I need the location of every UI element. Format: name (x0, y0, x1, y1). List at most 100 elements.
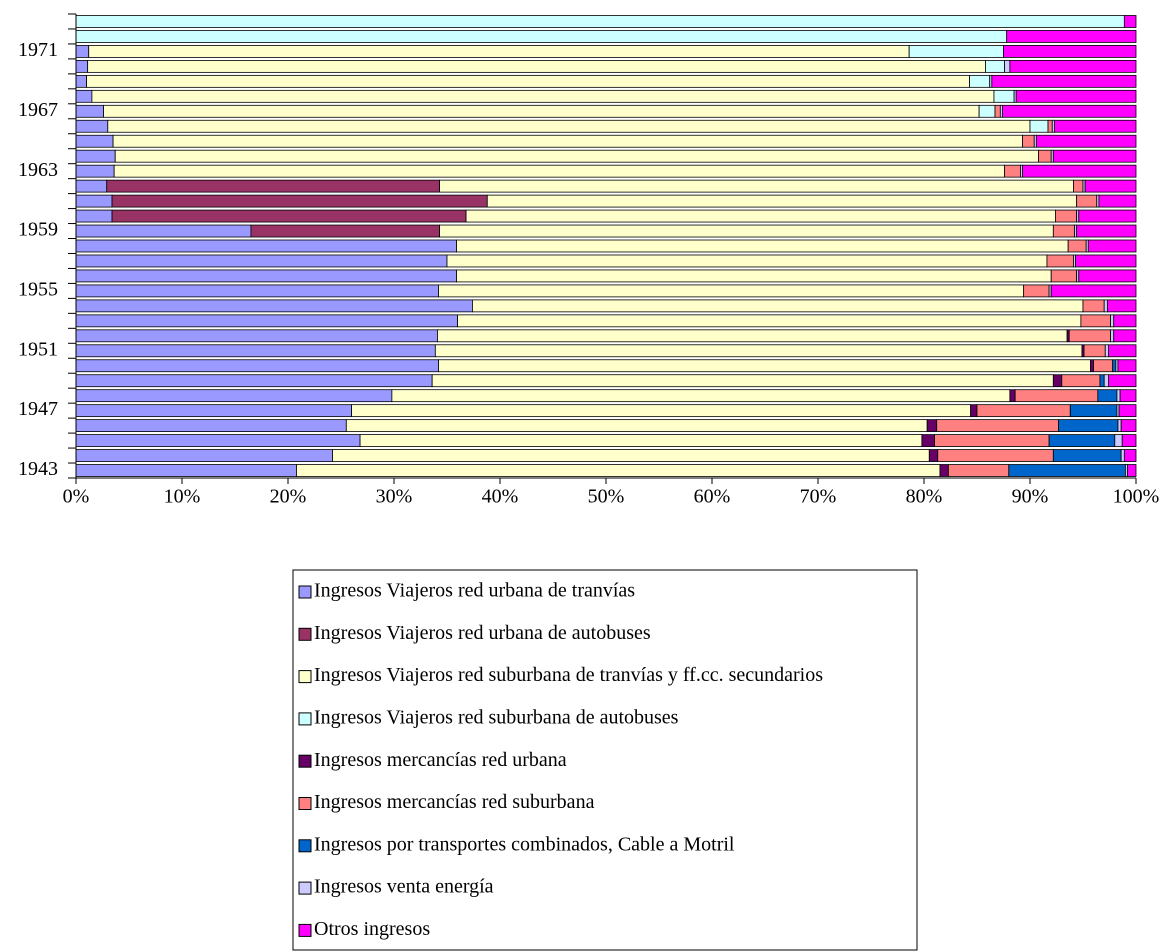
bar-segment (1004, 164, 1021, 178)
bar-segment (75, 15, 1125, 28)
bar-segment (1087, 239, 1137, 253)
bar-segment (1113, 329, 1137, 343)
bar-segment (1112, 359, 1117, 373)
x-tick-label: 80% (906, 486, 943, 508)
bar-segment (1117, 419, 1122, 432)
bar-segment (1009, 389, 1016, 403)
bar-segment (75, 314, 459, 328)
bar-segment (472, 299, 1084, 313)
legend-swatch (298, 797, 312, 810)
legend-swatch (298, 839, 312, 853)
legend-label: Ingresos mercancías red urbana (314, 749, 567, 771)
bar-segment (75, 45, 90, 58)
bar-segment (1006, 30, 1137, 43)
bar-segment (1084, 179, 1137, 193)
bar-segment (75, 74, 87, 88)
bar-segment (75, 299, 473, 313)
legend-label: Ingresos Viajeros red urbana de autobuse… (314, 622, 651, 644)
bar-segment (1118, 404, 1137, 418)
bar-segment (1052, 449, 1122, 462)
x-tick-label: 70% (800, 486, 837, 508)
bar-segment (86, 74, 970, 88)
bar-segment (1015, 89, 1137, 103)
x-tick-label: 0% (63, 486, 90, 508)
bar-segment (1103, 374, 1109, 388)
legend-swatch (298, 754, 312, 768)
bar-segment (486, 194, 1078, 208)
bar-segment (391, 389, 1011, 403)
bar-segment (75, 419, 347, 432)
legend-swatch (298, 670, 312, 684)
bar-segment (969, 74, 991, 88)
x-tick-label: 90% (1012, 486, 1049, 508)
bar-segment (75, 134, 114, 148)
bar-segment (1050, 269, 1078, 283)
bar-segment (1093, 359, 1114, 373)
bar-segment (993, 89, 1015, 103)
x-tick-label: 30% (376, 486, 413, 508)
bar-segment (1014, 389, 1099, 403)
bar-segment (1048, 434, 1116, 447)
bar-segment (446, 254, 1048, 268)
bar-segment (88, 45, 910, 58)
bar-segment (947, 464, 1010, 477)
bar-segment (439, 179, 1074, 193)
bar-segment (75, 254, 448, 268)
y-tick-label: 1967 (18, 99, 58, 121)
bar-segment (991, 74, 1137, 88)
x-tick-label: 100% (1113, 486, 1160, 508)
bar-segment (1121, 434, 1137, 447)
bar-segment (75, 119, 109, 133)
x-tick-label: 40% (482, 486, 519, 508)
bar-segment (103, 104, 980, 118)
bar-segment (937, 449, 1054, 462)
bar-segment (1008, 464, 1126, 477)
bar-segment (332, 449, 930, 462)
y-tick-label: 1943 (18, 458, 58, 480)
bar-segment (111, 209, 467, 223)
bar-segment (1127, 464, 1137, 477)
bar-segment (1029, 119, 1049, 133)
bar-segment (1117, 359, 1137, 373)
bar-segment (1022, 164, 1137, 178)
bar-segment (1114, 434, 1123, 447)
bar-segment (1078, 209, 1137, 223)
bar-segment (1076, 194, 1098, 208)
bar-segment (75, 389, 393, 403)
bar-segment (351, 404, 972, 418)
legend-label: Ingresos venta energía (314, 876, 494, 898)
bar-segment (465, 209, 1056, 223)
bar-segment (437, 329, 1068, 343)
bar-segment (1002, 104, 1137, 118)
bar-segment (994, 104, 1001, 118)
bar-segment (928, 449, 939, 462)
bar-segment (75, 179, 108, 193)
bar-segment (75, 359, 439, 373)
bar-segment (1068, 329, 1111, 343)
bar-segment (1073, 179, 1084, 193)
bar-segment (434, 344, 1083, 358)
bar-segment (976, 404, 1071, 418)
bar-segment (1009, 60, 1137, 73)
x-tick-label: 60% (694, 486, 731, 508)
bar-segment (926, 419, 938, 432)
bar-segment (107, 119, 1031, 133)
legend-swatch (298, 712, 312, 726)
bar-segment (456, 239, 1069, 253)
bar-segment (439, 224, 1054, 238)
bar-segment (1058, 419, 1119, 432)
bar-segment (1099, 374, 1105, 388)
bar-segment (978, 104, 996, 118)
bar-segment (1061, 374, 1101, 388)
bar-segment (1046, 254, 1074, 268)
bar-segment (1003, 45, 1137, 58)
bar-segment (1069, 404, 1118, 418)
bar-segment (1082, 299, 1105, 313)
legend-label: Ingresos mercancías red suburbana (314, 791, 595, 813)
legend-label: Ingresos Viajeros red suburbana de tranv… (314, 664, 823, 686)
bar-segment (75, 344, 436, 358)
bar-segment (1023, 284, 1050, 298)
bar-segment (1097, 389, 1118, 403)
legend-label: Ingresos Viajeros red suburbana de autob… (314, 706, 679, 728)
